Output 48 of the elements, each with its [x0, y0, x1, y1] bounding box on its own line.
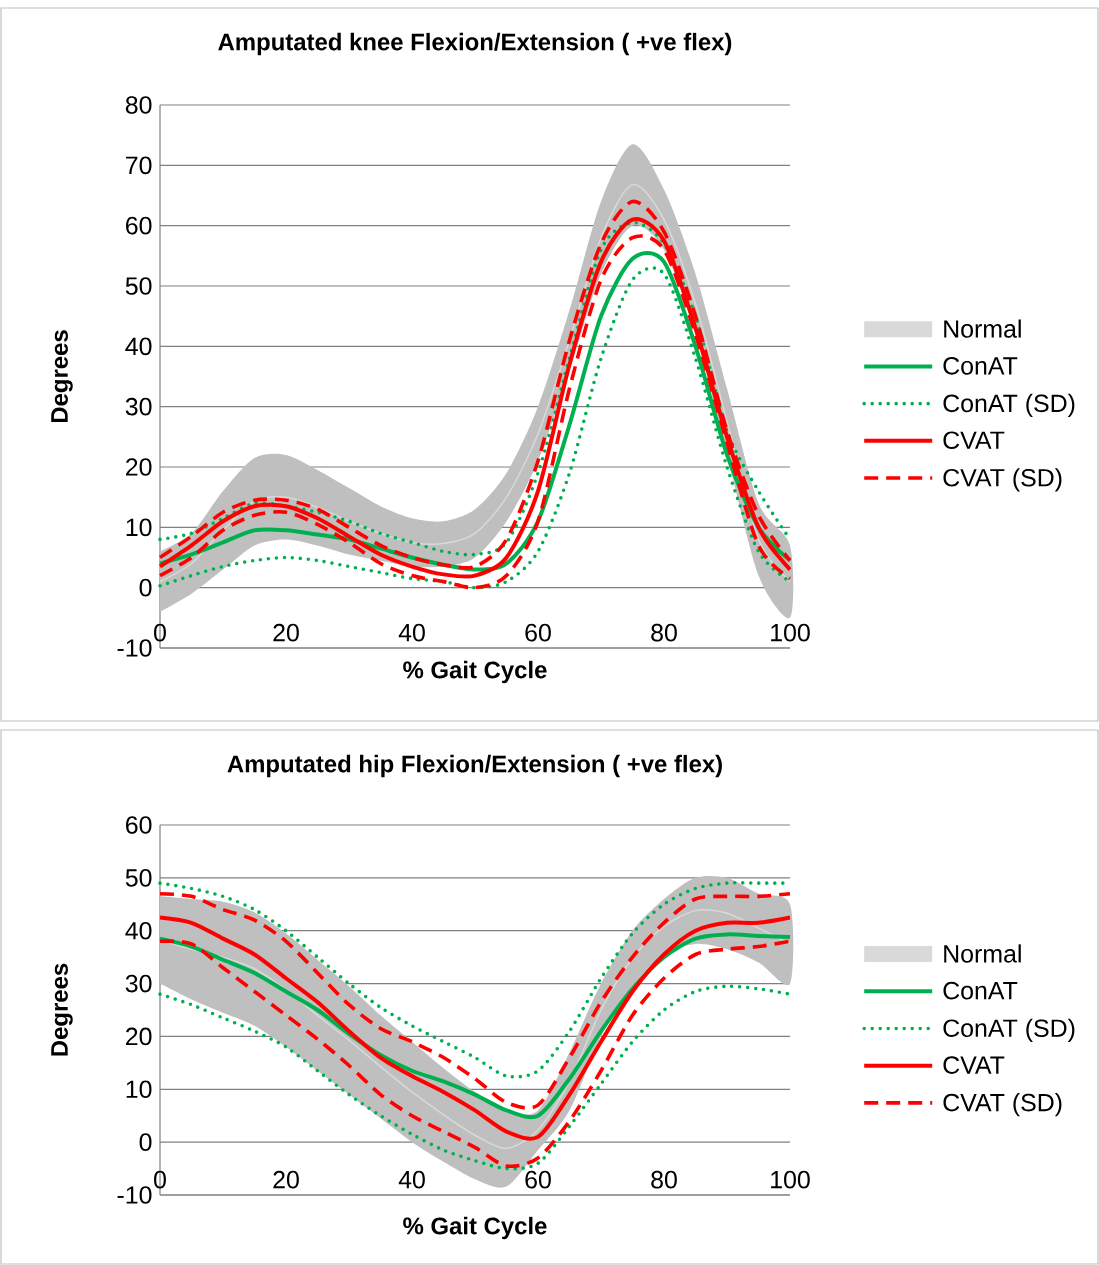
- legend-label: Normal: [944, 319, 1021, 338]
- x-tick-label: 80: [651, 623, 677, 642]
- line-series: [158, 939, 792, 1169]
- x-tick-label: 20: [273, 1170, 299, 1189]
- x-tick-label: 100: [771, 1170, 810, 1189]
- x-tick-label: 100: [771, 623, 810, 642]
- x-axis-title: % Gait Cycle: [403, 1216, 547, 1240]
- y-tick-label: 20: [126, 1027, 152, 1046]
- legend-label: CVAT: [943, 1056, 1005, 1074]
- y-tick-label: 70: [126, 156, 152, 175]
- y-tick-label: 0: [139, 578, 152, 597]
- y-tick-label: 60: [126, 816, 152, 834]
- chart-title: Amputated hip Flexion/Extension ( +ve flex): [227, 754, 722, 778]
- x-tick-label: 40: [398, 1170, 425, 1189]
- y-tick-label: 0: [139, 1133, 152, 1151]
- y-tick-label: 50: [125, 869, 152, 887]
- y-tick-label: 10: [126, 1080, 152, 1099]
- y-tick-label: 20: [126, 458, 152, 476]
- legend-label: Normal: [944, 944, 1021, 963]
- y-tick-label: -10: [117, 1186, 152, 1204]
- x-tick-label: 0: [154, 1170, 166, 1189]
- chart-title: Amputated knee Flexion/Extension ( +ve flex): [218, 32, 732, 56]
- y-axis-title: Degrees: [51, 330, 73, 423]
- x-axis-title: % Gait Cycle: [403, 660, 547, 684]
- line-series: [158, 984, 792, 1171]
- x-tick-label: 60: [525, 1170, 551, 1189]
- legend-label: ConAT (SD): [943, 393, 1075, 418]
- x-tick-label: 40: [398, 623, 425, 642]
- y-tick-label: 60: [126, 216, 152, 235]
- y-tick-label: 50: [125, 277, 152, 295]
- y-tick-label: 10: [126, 518, 152, 537]
- legend-label: ConAT: [943, 981, 1018, 1000]
- legend-label: CVAT (SD): [943, 468, 1062, 492]
- x-tick-label: 20: [273, 623, 299, 642]
- x-tick-label: 0: [154, 623, 166, 642]
- y-tick-label: 40: [125, 921, 152, 940]
- y-tick-label: 30: [125, 397, 152, 416]
- legend-label: CVAT (SD): [943, 1093, 1062, 1117]
- y-tick-label: 30: [125, 974, 152, 993]
- y-tick-label: 40: [125, 337, 152, 356]
- legend-label: CVAT: [943, 431, 1005, 450]
- y-axis-title: Degrees: [51, 963, 73, 1056]
- x-tick-label: 60: [525, 623, 551, 642]
- legend-label: ConAT: [943, 357, 1018, 375]
- y-tick-label: 80: [125, 96, 152, 114]
- legend-label: ConAT (SD): [943, 1018, 1075, 1042]
- y-tick-label: -10: [117, 639, 152, 657]
- x-tick-label: 80: [651, 1170, 677, 1189]
